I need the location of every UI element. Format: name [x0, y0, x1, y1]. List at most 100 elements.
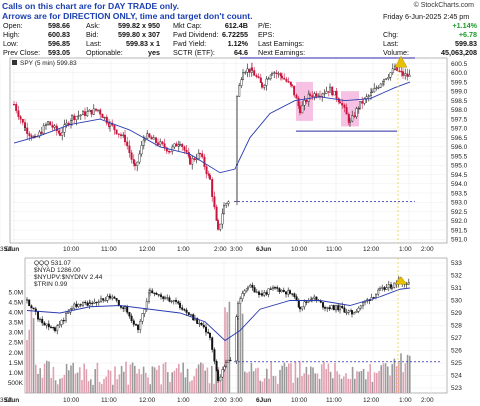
volume-bar: [90, 379, 92, 393]
volume-bar: [129, 364, 132, 393]
candle-body: [373, 88, 376, 93]
candle-body: [56, 325, 59, 332]
volume-bar: [182, 362, 184, 393]
candle-body: [273, 72, 276, 74]
mkt-cap-label: Mkt Cap:: [173, 21, 202, 30]
candle-body: [105, 116, 108, 124]
left-y-tick-label: 5.0M: [9, 289, 23, 296]
bid-label: Bid:: [86, 30, 99, 39]
candle-body: [269, 74, 272, 79]
ask-value: 599.82 x 950: [118, 21, 160, 30]
candle-body: [73, 115, 76, 120]
y-tick-label: 600.0: [451, 70, 468, 77]
candle-body: [408, 74, 411, 77]
candle-body: [147, 292, 150, 302]
candle-body: [53, 125, 56, 128]
chart-legend: SPY (5 min) 599.83: [12, 60, 77, 67]
candle-body: [117, 133, 120, 135]
candle-body: [246, 68, 249, 73]
candle-body: [12, 104, 15, 106]
candle-body: [381, 287, 384, 289]
volume-bar: [325, 369, 327, 393]
candle-body: [177, 301, 180, 304]
volume-bar: [266, 368, 268, 393]
fwd-yield-label: Fwd Yield:: [173, 39, 207, 48]
x-tick-label: 6Jun: [256, 246, 271, 253]
right-y-tick-label: 525: [451, 360, 462, 367]
candle-body: [291, 84, 294, 87]
volume-bar: [237, 317, 239, 393]
volume-bar: [228, 301, 231, 393]
candle-body: [92, 108, 95, 115]
candle-body: [250, 67, 253, 71]
candle-body: [263, 85, 266, 88]
candle-body: [251, 284, 254, 288]
candle-body: [42, 125, 45, 134]
x-tick-label: 10:00: [63, 246, 80, 253]
candle-body: [359, 101, 362, 109]
volume-bar: [345, 373, 347, 393]
candle-body: [86, 302, 89, 306]
candle-body: [51, 124, 54, 128]
candle-body: [229, 359, 232, 362]
candle-body: [143, 309, 146, 314]
candle-body: [387, 77, 390, 79]
volume-bar: [98, 381, 101, 393]
candle-body: [77, 304, 80, 307]
volume-bar: [46, 360, 48, 393]
candle-body: [343, 307, 346, 313]
candle-body: [91, 302, 94, 305]
candle-body: [93, 301, 96, 304]
candle-body: [153, 292, 156, 294]
volume-bar: [248, 371, 250, 393]
candle-body: [328, 307, 331, 310]
candle-body: [165, 147, 168, 152]
candle-body: [88, 302, 91, 304]
volume-bar: [109, 370, 112, 393]
candle-body: [353, 312, 356, 315]
candle-body: [224, 362, 227, 367]
candle-body: [154, 137, 157, 143]
candle-body: [97, 301, 100, 303]
volume-bar: [281, 365, 283, 393]
volume-bar: [171, 372, 173, 393]
candle-body: [157, 294, 160, 296]
volume-bar: [349, 379, 352, 393]
candle-body: [341, 305, 344, 309]
optionable-value: yes: [148, 48, 160, 57]
y-tick-label: 598.0: [451, 107, 468, 114]
candle-body: [113, 296, 116, 299]
candle-body: [175, 143, 178, 147]
spy-price-chart[interactable]: 600.5 600.0 599.5 599.0 598.5 598.0 597.5 597.0…: [0, 55, 480, 256]
candle-body: [52, 327, 55, 329]
pe-label: P/E:: [258, 21, 272, 30]
candle-body: [198, 323, 201, 325]
volume-bar: [153, 367, 156, 393]
qqq-price-volume-chart[interactable]: 533 532 531 530 529 528 527 526 525 524 523 5.0M 4.…: [0, 256, 480, 406]
volume-bar: [239, 304, 242, 393]
right-y-tick-label: 530: [451, 298, 462, 305]
volume-bar: [120, 366, 123, 393]
candle-body: [365, 96, 368, 99]
candle-body: [43, 322, 46, 326]
left-y-tick-label: 3.5M: [9, 320, 23, 327]
candle-body: [139, 321, 142, 330]
candle-body: [219, 376, 222, 382]
candle-body: [345, 311, 348, 314]
right-y-tick-label: 531: [451, 285, 462, 292]
y-tick-label: 600.5: [451, 61, 468, 68]
candle-body: [289, 290, 292, 294]
left-y-tick-label: 2.0M: [9, 350, 23, 357]
candle-body: [335, 90, 338, 99]
candle-body: [311, 298, 314, 300]
candle-body: [223, 366, 226, 370]
volume-bar: [373, 372, 376, 393]
candle-body: [146, 133, 149, 139]
volume-bar: [268, 378, 270, 393]
bid-value: 599.80 x 307: [118, 30, 160, 39]
volume-bar: [329, 371, 332, 393]
y-tick-label: 592.0: [451, 218, 468, 225]
volume-bar: [277, 383, 279, 393]
candle-body: [136, 161, 139, 167]
prev-close-label: Prev Close:: [3, 48, 41, 57]
